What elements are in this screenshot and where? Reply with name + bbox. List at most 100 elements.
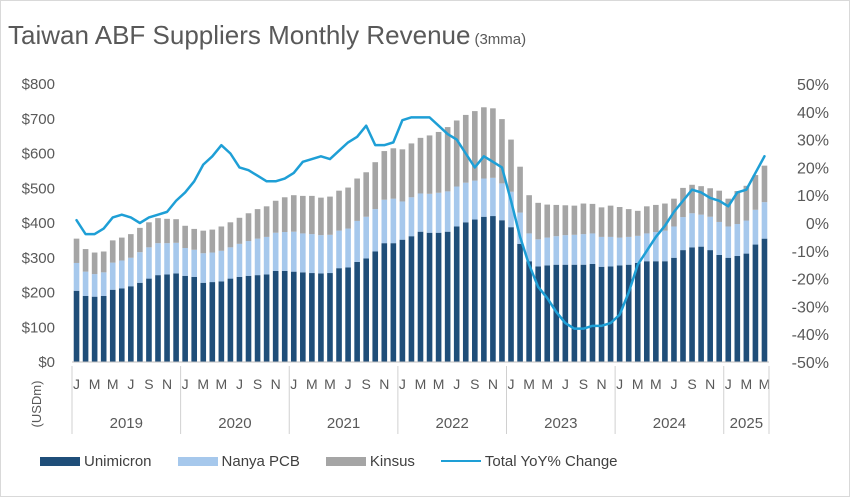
bar-kinsus — [200, 230, 207, 254]
bar-unimicron — [734, 256, 741, 362]
bar-kinsus — [698, 186, 704, 215]
legend-label-yoy: Total YoY% Change — [484, 452, 618, 470]
bar-kinsus — [562, 205, 569, 236]
bar-unimicron — [272, 270, 279, 362]
legend-swatch-unimicron — [40, 456, 80, 466]
bar-nanya — [173, 242, 179, 274]
legend-item-unimicron: Unimicron — [40, 453, 152, 470]
x-tick-label: J — [127, 376, 134, 392]
bar-nanya — [689, 213, 695, 248]
bar-nanya — [607, 236, 614, 267]
bar-kinsus — [499, 119, 505, 184]
bar-nanya — [707, 216, 713, 251]
x-tick-label: M — [741, 376, 753, 392]
y-tick-label: $100 — [22, 319, 55, 336]
x-tick-label: N — [379, 376, 389, 392]
bar-kinsus — [462, 114, 469, 183]
bar-nanya — [662, 230, 668, 262]
bar-unimicron — [698, 246, 704, 362]
x-tick-label: M — [632, 376, 644, 392]
y-tick-label: $400 — [22, 215, 55, 232]
y-axis-label: (USDm) — [29, 381, 44, 428]
bar-nanya — [716, 221, 723, 255]
bar-unimicron — [164, 274, 170, 362]
bar-nanya — [643, 233, 650, 262]
y2-tick-label: -20% — [792, 272, 829, 289]
year-label: 2025 — [730, 415, 763, 432]
bar-unimicron — [634, 262, 641, 362]
bar-kinsus — [209, 229, 216, 253]
bar-unimicron — [173, 273, 179, 362]
bar-unimicron — [100, 295, 107, 362]
bar-kinsus — [743, 185, 750, 221]
bar-unimicron — [146, 278, 152, 362]
x-tick-label: J — [345, 376, 352, 392]
bar-unimicron — [508, 227, 514, 362]
bar-nanya — [544, 237, 551, 266]
y2-tick-label: 40% — [797, 105, 829, 122]
bar-nanya — [200, 253, 207, 283]
legend-label-nanya: Nanya PCB — [221, 452, 300, 470]
bar-unimicron — [752, 244, 759, 362]
year-label: 2023 — [544, 415, 577, 432]
x-tick-label: S — [470, 376, 479, 392]
bar-kinsus — [263, 206, 270, 237]
x-tick-label: J — [725, 376, 732, 392]
bar-nanya — [109, 262, 116, 290]
bar-kinsus — [300, 195, 306, 234]
x-tick-label: S — [362, 376, 371, 392]
bar-kinsus — [227, 222, 234, 248]
year-label: 2022 — [435, 415, 468, 432]
legend-swatch-kinsus — [325, 456, 366, 466]
bar-unimicron — [625, 264, 632, 362]
bar-unimicron — [562, 264, 569, 362]
bar-nanya — [698, 214, 704, 247]
bar-unimicron — [517, 243, 523, 362]
bar-unimicron — [399, 239, 406, 362]
bar-kinsus — [734, 191, 741, 225]
bar-kinsus — [91, 252, 98, 275]
bar-nanya — [118, 260, 125, 289]
bar-unimicron — [209, 282, 216, 362]
bar-nanya — [290, 231, 297, 272]
x-tick-label: J — [290, 376, 297, 392]
yoy-line — [75, 116, 766, 330]
bar-kinsus — [535, 202, 541, 240]
x-tick-label: N — [271, 376, 281, 392]
bar-unimicron — [128, 286, 134, 362]
bar-kinsus — [363, 172, 369, 217]
bar-unimicron — [118, 288, 125, 362]
bar-kinsus — [544, 204, 551, 238]
x-tick-label: J — [453, 376, 460, 392]
bar-kinsus — [653, 204, 659, 233]
y-tick-label: $700 — [22, 111, 55, 128]
x-tick-label: N — [705, 376, 715, 392]
y2-tick-label: -40% — [792, 327, 829, 344]
bar-nanya — [535, 239, 541, 267]
bar-unimicron — [453, 226, 460, 362]
bar-nanya — [580, 234, 587, 265]
x-tick-label: S — [144, 376, 153, 392]
bar-unimicron — [191, 276, 198, 362]
x-tick-label: M — [523, 376, 535, 392]
x-tick-label: M — [107, 376, 119, 392]
bar-nanya — [372, 209, 379, 252]
y2-tick-label: 50% — [797, 77, 829, 94]
bar-unimicron — [472, 219, 478, 362]
legend-swatch-yoy — [440, 460, 481, 462]
bar-unimicron — [381, 243, 388, 362]
y2-tick-label: -50% — [792, 355, 829, 372]
bar-nanya — [82, 271, 89, 296]
bar-nanya — [408, 197, 415, 237]
bar-nanya — [318, 235, 324, 274]
bar-unimicron — [290, 271, 297, 362]
x-tick-label: N — [596, 376, 606, 392]
bar-nanya — [499, 183, 505, 221]
bar-nanya — [444, 191, 451, 232]
x-tick-label: M — [306, 376, 318, 392]
bar-nanya — [671, 226, 677, 258]
bar-kinsus — [191, 228, 198, 250]
bar-kinsus — [571, 205, 578, 235]
bar-kinsus — [444, 127, 451, 192]
bar-unimicron — [598, 266, 605, 362]
